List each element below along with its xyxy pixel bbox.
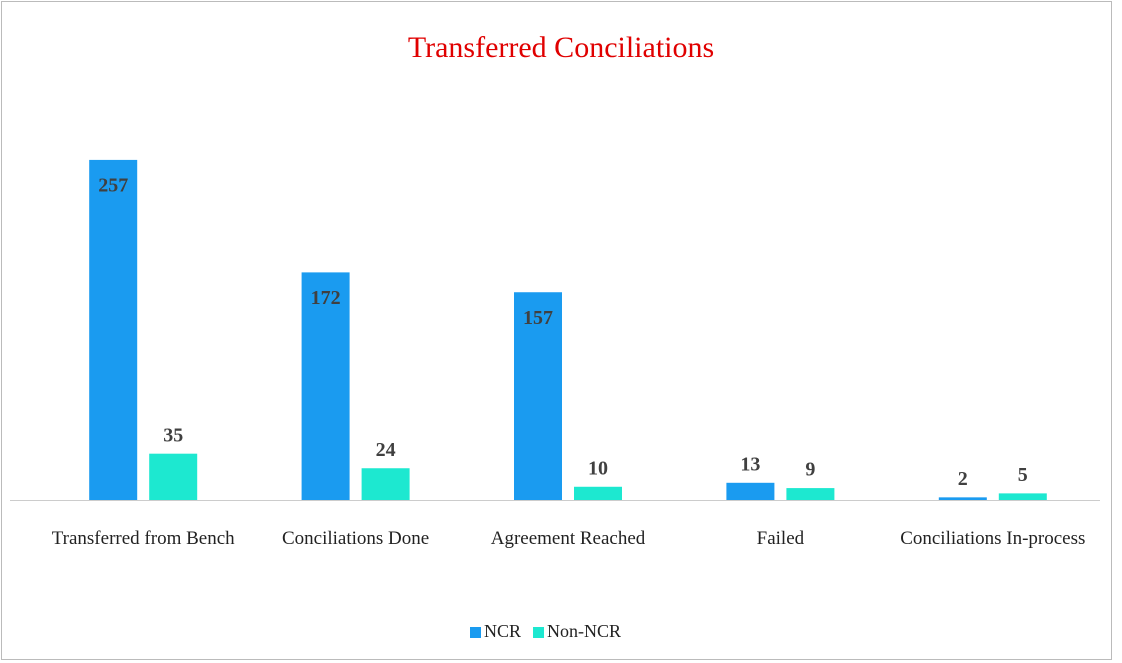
data-label: 9 [805, 459, 815, 481]
bar [361, 468, 410, 500]
bar [514, 292, 562, 500]
x-tick-label: Transferred from Bench [51, 528, 235, 549]
legend-swatch [533, 627, 545, 638]
data-label: 5 [1018, 464, 1028, 486]
bar [149, 453, 198, 500]
bar [89, 159, 138, 501]
data-label: 13 [740, 453, 760, 475]
bar [301, 272, 350, 500]
legend-label: NCR [484, 621, 521, 641]
bar [726, 482, 775, 500]
data-label: 35 [163, 424, 183, 446]
x-tick-label: Agreement Reached [490, 528, 646, 549]
bar [574, 486, 622, 500]
bar [998, 493, 1047, 500]
bar [938, 497, 987, 500]
data-label: 24 [376, 439, 396, 461]
data-label: 2 [958, 468, 968, 490]
x-tick-label: Failed [756, 528, 805, 549]
data-label: 172 [311, 287, 341, 309]
data-label: 10 [588, 457, 608, 479]
x-tick-label: Conciliations Done [281, 528, 430, 549]
legend-label: Non-NCR [547, 621, 621, 641]
data-label: 257 [98, 174, 128, 196]
chart-title: Transferred Conciliations [408, 31, 714, 64]
legend-swatch [470, 627, 481, 638]
bar [786, 488, 835, 500]
data-label: 157 [523, 307, 553, 329]
x-tick-label: Conciliations In-process [900, 528, 1086, 549]
